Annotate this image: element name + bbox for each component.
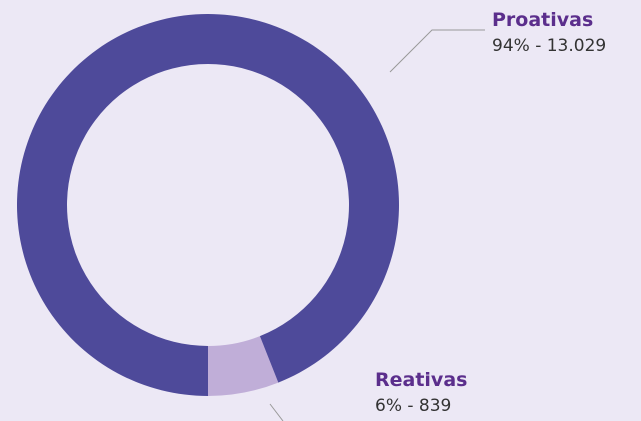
leader-line xyxy=(269,403,284,421)
legend-label: Proativas xyxy=(492,9,593,31)
legend-label: Reativas xyxy=(375,369,467,391)
donut-slice xyxy=(208,336,279,396)
data-label: 94% - 13.029 xyxy=(492,36,606,56)
data-label: 6% - 839 xyxy=(375,396,451,416)
leader-line xyxy=(389,29,485,73)
